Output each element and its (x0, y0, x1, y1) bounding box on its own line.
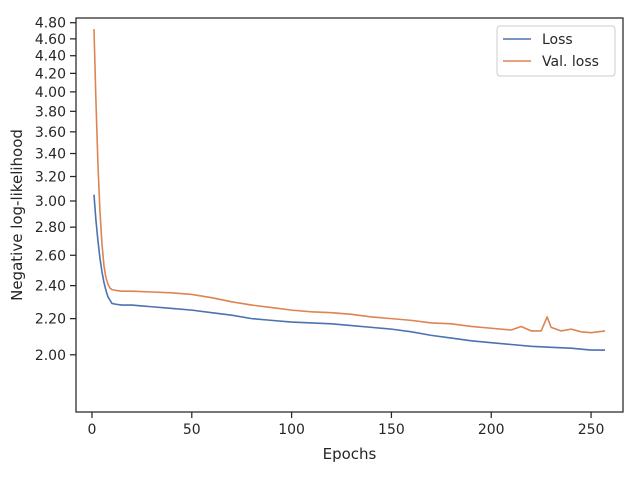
y-axis: 2.00 2.20 2.40 2.60 2.80 3.00 3.20 3.40 3.60 3.80… (35, 16, 76, 364)
y-tick-label: 4.60 (35, 32, 66, 48)
x-axis: 0 50 100 150 200 250 (88, 412, 605, 438)
x-tick-label: 250 (578, 422, 605, 438)
y-tick-label: 3.20 (35, 170, 66, 186)
y-tick-label: 2.80 (35, 220, 66, 236)
series-line-loss (93, 194, 606, 351)
y-axis-label: Negative log-likelihood (8, 129, 26, 301)
y-tick-label: 3.80 (35, 104, 66, 120)
plot-frame (75, 17, 624, 413)
legend-label: Val. loss (542, 54, 599, 70)
y-tick-label: 2.60 (35, 248, 66, 264)
series-line-val-loss (93, 29, 606, 334)
y-tick-label: 2.20 (35, 312, 66, 328)
x-tick-label: 50 (183, 422, 201, 438)
x-tick-label: 0 (88, 422, 97, 438)
legend: Loss Val. loss (496, 25, 616, 77)
y-tick-label: 4.40 (35, 49, 66, 65)
x-tick-label: 150 (378, 422, 405, 438)
x-axis-label: Epochs (323, 445, 377, 463)
y-tick-label: 4.00 (35, 85, 66, 101)
x-tick-label: 100 (278, 422, 305, 438)
y-tick-label: 2.40 (35, 279, 66, 295)
y-tick-label: 4.80 (35, 16, 66, 32)
y-tick-label: 2.00 (35, 348, 66, 364)
plot-area (75, 17, 624, 413)
y-tick-label: 3.00 (35, 194, 66, 210)
y-tick-label: 3.60 (35, 125, 66, 141)
y-tick-label: 4.20 (35, 66, 66, 82)
legend-label: Loss (542, 32, 573, 48)
y-tick-label: 3.40 (35, 147, 66, 163)
x-tick-label: 200 (478, 422, 505, 438)
series-layer (93, 29, 606, 351)
